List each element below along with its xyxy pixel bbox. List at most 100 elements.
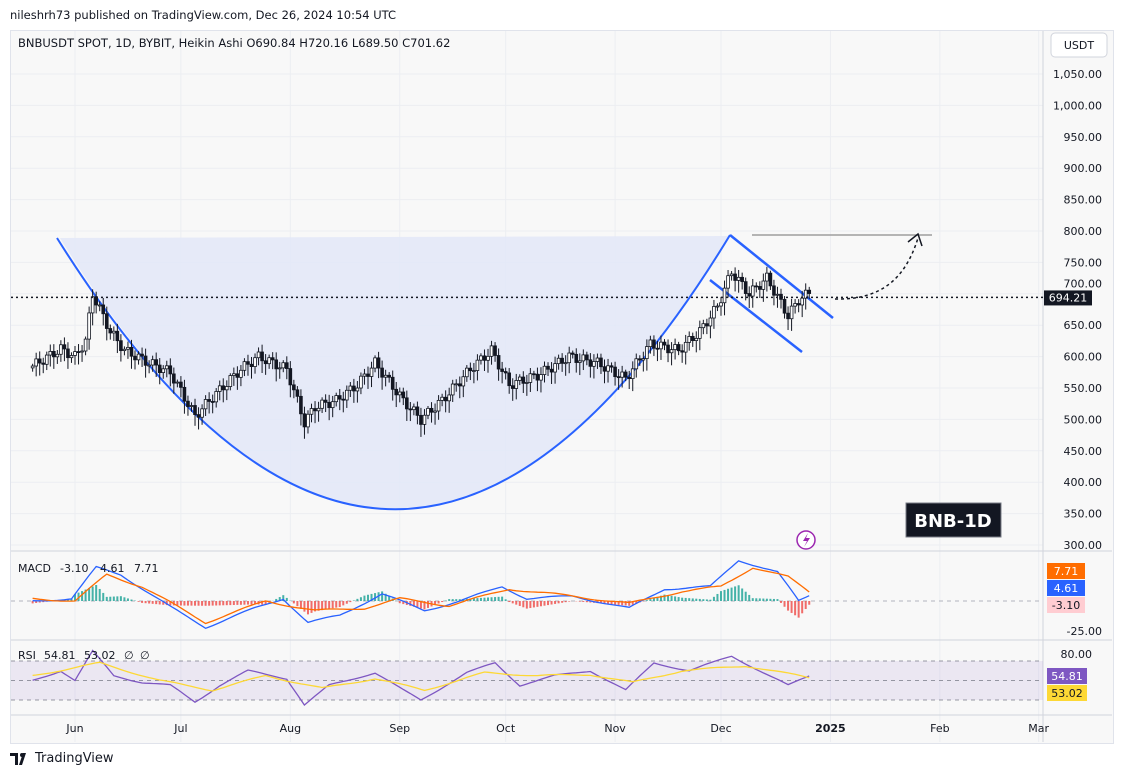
macd-histogram-bar xyxy=(236,601,239,605)
candle-down xyxy=(196,414,201,418)
candle-down xyxy=(157,364,162,374)
candle-down xyxy=(733,273,737,281)
candle-down xyxy=(341,398,346,401)
candle-up xyxy=(687,336,692,343)
macd-histogram-bar xyxy=(317,601,320,611)
rsi-axis-label: 80.00 xyxy=(1061,648,1093,661)
macd-axis-label: 7.71 xyxy=(1054,565,1079,578)
candle-up xyxy=(567,352,571,364)
macd-histogram-bar xyxy=(328,601,331,609)
candle-down xyxy=(62,344,67,350)
candle-down xyxy=(521,376,526,384)
macd-histogram-bar xyxy=(762,598,765,601)
macd-axis-label: 4.61 xyxy=(1054,582,1079,595)
x-tick-label: Jul xyxy=(173,722,187,735)
macd-histogram-bar xyxy=(208,601,211,606)
candle-up xyxy=(465,367,469,378)
macd-histogram-bar xyxy=(204,601,207,606)
macd-histogram-bar xyxy=(398,601,401,604)
currency-button[interactable] xyxy=(1050,32,1108,58)
macd-histogram-bar xyxy=(356,598,359,601)
macd-histogram-bar xyxy=(550,601,553,605)
macd-histogram-bar xyxy=(384,593,387,601)
candle-down xyxy=(457,383,462,387)
macd-histogram-bar xyxy=(621,601,624,606)
macd-axis-label: -3.10 xyxy=(1052,599,1080,612)
y-tick-label: 750.00 xyxy=(1064,256,1103,269)
macd-histogram-bar xyxy=(91,586,94,601)
candle-up xyxy=(450,383,455,396)
candle-down xyxy=(627,376,632,380)
candle-down xyxy=(609,365,614,368)
macd-histogram-bar xyxy=(243,601,246,605)
candle-up xyxy=(698,327,702,339)
candle-down xyxy=(705,323,709,327)
candle-up xyxy=(489,345,494,357)
macd-histogram-bar xyxy=(232,601,235,605)
macd-histogram-bar xyxy=(578,601,581,602)
candle-down xyxy=(352,385,356,392)
macd-histogram-bar xyxy=(42,601,45,603)
candle-up xyxy=(126,346,130,350)
candle-up xyxy=(461,376,466,387)
candle-down xyxy=(284,362,289,369)
current-price-label: 694.21 xyxy=(1049,291,1088,304)
y-tick-label: 650.00 xyxy=(1064,319,1103,332)
candle-down xyxy=(652,339,656,349)
candle-up xyxy=(486,355,490,361)
macd-histogram-bar xyxy=(769,598,772,601)
macd-histogram-bar xyxy=(790,601,793,613)
candle-up xyxy=(59,344,63,355)
candle-up xyxy=(362,373,367,377)
macd-histogram-bar xyxy=(345,601,348,604)
macd-histogram-bar xyxy=(162,601,165,605)
candle-down xyxy=(690,336,695,341)
macd-histogram-bar xyxy=(765,598,768,601)
candle-up xyxy=(122,348,127,352)
candle-up xyxy=(228,375,233,387)
macd-histogram-bar xyxy=(748,594,751,601)
candle-down xyxy=(207,399,211,402)
candle-up xyxy=(563,362,568,365)
candle-down xyxy=(182,386,187,402)
candle-down xyxy=(221,385,226,391)
candle-down xyxy=(599,357,603,368)
macd-histogram-bar xyxy=(712,596,715,601)
candle-down xyxy=(323,399,328,403)
candle-up xyxy=(217,385,222,392)
candle-up xyxy=(719,302,723,307)
candle-down xyxy=(754,285,759,288)
candle-down xyxy=(786,312,790,320)
macd-histogram-bar xyxy=(801,601,804,614)
macd-histogram-bar xyxy=(709,599,712,601)
macd-histogram-bar xyxy=(617,601,620,605)
macd-histogram-bar xyxy=(285,597,288,601)
candle-down xyxy=(546,365,550,370)
macd-histogram-bar xyxy=(299,601,302,609)
candle-up xyxy=(645,346,649,360)
x-tick-label: Oct xyxy=(496,722,516,735)
candle-down xyxy=(415,406,420,416)
macd-histogram-bar xyxy=(359,597,362,601)
macd-histogram-bar xyxy=(423,601,426,610)
macd-histogram-bar xyxy=(155,601,158,605)
candle-up xyxy=(803,289,808,299)
candle-up xyxy=(620,371,624,378)
macd-histogram-bar xyxy=(515,601,518,605)
macd-histogram-bar xyxy=(758,598,761,601)
y-tick-label: 600.00 xyxy=(1064,351,1103,364)
macd-histogram-bar xyxy=(275,598,278,601)
macd-histogram-bar xyxy=(603,601,606,604)
candle-down xyxy=(772,285,776,296)
macd-histogram-bar xyxy=(808,601,811,605)
y-tick-label: 900.00 xyxy=(1064,162,1103,175)
macd-histogram-bar xyxy=(74,594,76,601)
macd-histogram-bar xyxy=(102,592,105,601)
candle-down xyxy=(743,281,748,294)
macd-histogram-bar xyxy=(688,598,691,601)
macd-axis-badge xyxy=(1047,563,1085,579)
candle-up xyxy=(528,373,533,383)
candle-up xyxy=(267,357,271,365)
candle-up xyxy=(539,374,543,381)
